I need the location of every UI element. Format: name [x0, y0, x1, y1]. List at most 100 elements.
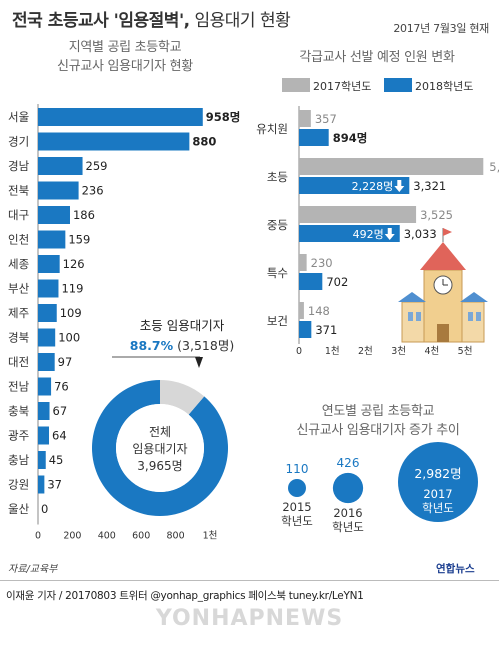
regional-value-label: 0: [41, 502, 48, 516]
donut-slice: [92, 380, 229, 516]
selection-tick-label: 3천: [391, 346, 406, 357]
trend-year-label: 학년도: [332, 520, 364, 534]
regional-category-label: 전북: [8, 184, 29, 198]
trend-value-label: 2,982명: [414, 466, 461, 481]
page-title: 전국 초등교사 '임용절벽', 임용대기 현황: [12, 6, 291, 31]
down-arrow-icon: [384, 228, 395, 240]
regional-bar: [38, 230, 66, 249]
legend-label-2017: 2017학년도: [313, 80, 371, 93]
regional-category-label: 울산: [8, 502, 30, 516]
regional-value-label: 76: [54, 380, 69, 394]
donut-center-label: 임용대기자: [132, 442, 187, 456]
regional-bar: [38, 255, 60, 273]
regional-category-label: 경북: [8, 331, 29, 345]
regional-bar: [38, 377, 52, 396]
trend-title-line-1: 연도별 공립 초등학교: [321, 404, 435, 419]
date-label: 2017년 7월3일 현재: [393, 22, 489, 35]
trend-year-label: 학년도: [281, 514, 313, 528]
down-arrow-icon: [394, 180, 405, 192]
regional-category-label: 충남: [8, 453, 30, 467]
regional-value-label: 64: [52, 429, 67, 443]
regional-bar: [38, 451, 46, 469]
regional-value-label: 45: [49, 453, 64, 467]
divider: [0, 580, 499, 581]
donut-title: 초등 임용대기자: [140, 318, 225, 333]
regional-bar: [38, 279, 59, 298]
selection-bar-2018: [299, 177, 410, 194]
callout-pointer-icon: [195, 357, 203, 368]
trend-value-label: 110: [286, 462, 309, 476]
regional-category-label: 광주: [8, 429, 29, 443]
regional-bar: [38, 402, 50, 420]
trend-bubble: [398, 442, 478, 522]
trend-year-label: 2017: [423, 487, 452, 501]
regional-category-label: 강원: [8, 478, 29, 492]
regional-value-label: 100: [58, 331, 80, 345]
regional-category-label: 부산: [8, 282, 30, 296]
trend-bubble: [332, 472, 364, 504]
regional-category-label: 경남: [8, 159, 30, 173]
regional-bar: [38, 426, 50, 445]
selection-bar-2017: [299, 302, 304, 319]
selection-value-2017: 148: [308, 304, 330, 318]
selection-chart-title: 각급교사 선발 예정 인원 변화: [299, 50, 455, 65]
selection-category-label: 보건: [267, 314, 288, 328]
trend-bubble: [288, 479, 306, 497]
selection-value-2018: 702: [326, 275, 348, 289]
regional-tick-label: 1천: [203, 531, 218, 542]
trend-chart-title: 연도별 공립 초등학교 신규교사 임용대기자 증가 추이: [268, 402, 488, 440]
regional-value-label: 958명: [206, 110, 241, 124]
selection-bar-2017: [299, 206, 417, 223]
trend-title-line-2: 신규교사 임용대기자 증가 추이: [296, 423, 460, 438]
regional-category-label: 대전: [8, 355, 29, 369]
regional-value-label: 109: [60, 306, 82, 320]
selection-category-label: 유치원: [256, 122, 288, 136]
regional-category-label: 세종: [8, 257, 29, 271]
regional-category-label: 인천: [8, 233, 29, 247]
selection-category-label: 초등: [267, 170, 288, 184]
donut-percent-label: 88.7% (3,518명): [130, 338, 234, 353]
credit-line: 이재윤 기자 / 20170803 트위터 @yonhap_graphics 페…: [6, 590, 364, 602]
regional-category-label: 충북: [8, 404, 29, 418]
selection-bar-2018: [299, 321, 312, 338]
school-building-icon: [398, 228, 488, 343]
legend-swatch-2018: [384, 78, 412, 92]
regional-bar: [38, 353, 55, 371]
selection-tick-label: 5천: [458, 346, 473, 357]
selection-value-2018: 371: [315, 323, 337, 337]
trend-year-label: 학년도: [422, 501, 454, 515]
regional-value-label: 186: [73, 208, 95, 222]
regional-category-label: 서울: [8, 110, 29, 124]
regional-category-label: 전남: [8, 380, 30, 394]
regional-title-line-1: 지역별 공립 초등학교: [68, 40, 182, 55]
decrease-label: 492명: [353, 228, 384, 241]
selection-bar-2017: [299, 254, 307, 271]
selection-category-label: 중등: [267, 218, 288, 232]
donut-center-label: 3,965명: [137, 459, 182, 473]
legend-label-2018: 2018학년도: [415, 80, 473, 93]
selection-value-2017: 230: [311, 256, 333, 270]
regional-value-label: 126: [63, 257, 85, 271]
selection-tick-label: 2천: [358, 346, 373, 357]
regional-value-label: 37: [47, 478, 62, 492]
regional-bar: [38, 475, 45, 494]
regional-bar: [38, 157, 83, 175]
trend-year-label: 2015: [282, 500, 311, 514]
regional-value-label: 259: [86, 159, 108, 173]
selection-value-2018: 3,033: [404, 227, 437, 241]
regional-bar: [38, 108, 203, 126]
trend-value-label: 426: [337, 456, 360, 470]
donut-center-label: 전체: [149, 425, 171, 439]
selection-value-2017: 5,549: [489, 160, 499, 174]
selection-value-2017: 3,525: [420, 208, 453, 222]
regional-value-label: 119: [61, 282, 83, 296]
source-label: 자료/교육부: [8, 564, 58, 575]
donut-slice: [160, 380, 205, 415]
selection-value-2018: 894명: [333, 131, 368, 145]
regional-title-line-2: 신규교사 임용대기자 현황: [57, 59, 193, 74]
selection-bar-2018: [299, 273, 323, 290]
regional-bar: [38, 304, 57, 322]
yonhap-logo: 연합뉴스: [436, 563, 475, 575]
